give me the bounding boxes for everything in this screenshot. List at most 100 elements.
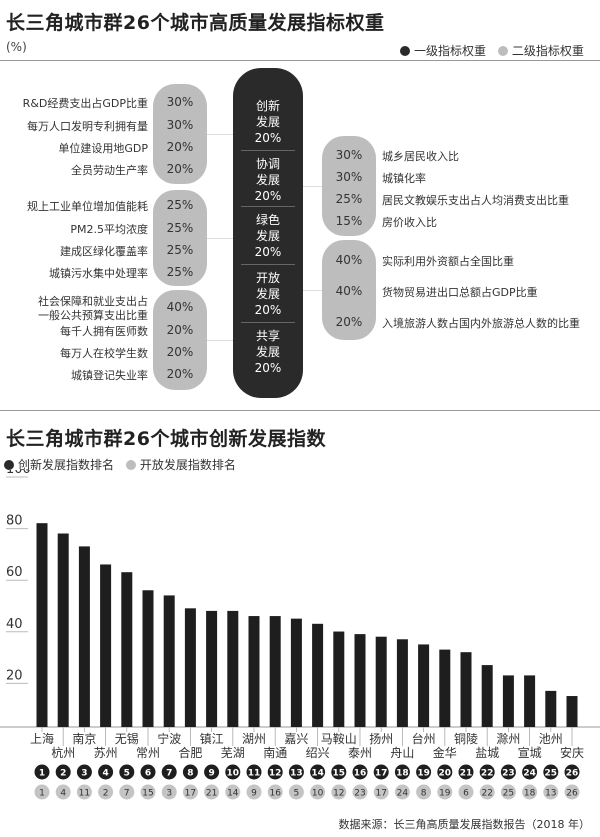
open-rank-value: 2: [103, 789, 109, 799]
bar-杭州: [57, 533, 69, 727]
open-rank-value: 4: [60, 789, 66, 799]
open-rank-marker: [204, 784, 220, 800]
legend-secondary-label: 二级指标权重: [511, 44, 584, 58]
innovation-rank-marker: [246, 764, 262, 780]
primary-green: 绿色 发展 20%: [233, 212, 303, 260]
x-tick-label: 芜湖: [221, 745, 245, 760]
innovation-rank-marker: [98, 764, 114, 780]
innovation-rank-marker: [543, 764, 559, 780]
bar-常州: [142, 590, 154, 727]
open-rank-marker: [34, 784, 50, 800]
innovation-rank-value: 20: [439, 769, 452, 779]
primary-line: 发展: [255, 229, 280, 243]
innovation-rank-value: 24: [523, 769, 536, 779]
open-rank-value: 22: [481, 789, 492, 799]
open-rank-marker: [373, 784, 389, 800]
primary-divider: [241, 206, 295, 207]
innovation-rank-marker: [310, 764, 326, 780]
innovation-rank-value: 12: [269, 769, 282, 779]
legend-open-rank-label: 开放发展指数排名: [139, 458, 236, 472]
indicator-label: 建成区绿化覆盖率: [60, 245, 148, 258]
innovation-rank-marker: [182, 764, 198, 780]
open-rank-value: 1: [39, 789, 45, 799]
indicator-weight: 30%: [166, 118, 194, 132]
indicator-label: 每万人在校学生数: [60, 347, 148, 360]
x-tick-label: 苏州: [94, 746, 118, 760]
primary-line: 协调: [255, 157, 280, 171]
indicator-label-line2: 一般公共预算支出比重: [38, 309, 148, 322]
innovation-rank-value: 14: [311, 769, 324, 779]
innovation-rank-value: 16: [354, 769, 367, 779]
indicator-label: 单位建设用地GDP: [58, 142, 148, 155]
x-tick-label: 宣城: [518, 745, 542, 760]
indicator-weight: 25%: [166, 243, 194, 257]
indicator-weight: 25%: [166, 198, 194, 212]
indicator-label: 每万人口发明专利拥有量: [27, 120, 148, 133]
x-tick-label: 绍兴: [306, 746, 330, 760]
innovation-rank-marker: [225, 764, 241, 780]
pill-open-indicators: [322, 240, 376, 340]
primary-line: 创新: [255, 99, 280, 113]
x-tick-label: 金华: [433, 745, 457, 760]
bar-金华: [439, 649, 451, 727]
x-tick-label: 合肥: [178, 745, 202, 760]
open-rank-value: 13: [545, 789, 556, 799]
innovation-rank-value: 2: [60, 769, 66, 779]
primary-line: 绿色: [255, 213, 280, 227]
primary-divider: [241, 150, 295, 151]
y-tick-label: 40: [6, 617, 23, 632]
bar-安庆: [566, 696, 578, 727]
indicator-weight: 15%: [335, 214, 363, 228]
primary-line: 发展: [255, 115, 280, 129]
indicator-weight: 25%: [166, 265, 194, 279]
bar-宁波: [163, 595, 175, 727]
innovation-rank-value: 4: [102, 769, 108, 779]
legend-dot-secondary: [497, 46, 508, 56]
x-tick-label: 马鞍山: [321, 731, 357, 746]
primary-shared: 共享 发展 20%: [233, 328, 303, 376]
bar-镇江: [206, 610, 218, 727]
primary-divider: [241, 322, 295, 323]
innovation-rank-marker: [34, 764, 50, 780]
innovation-rank-marker: [288, 764, 304, 780]
x-tick-label: 南通: [263, 745, 287, 760]
x-tick-label: 南京: [72, 731, 96, 746]
indicator-weight: 30%: [335, 148, 363, 162]
primary-weight: 20%: [254, 245, 282, 259]
connector-line: [207, 340, 233, 341]
indicator-weight: 25%: [335, 192, 363, 206]
legend-primary-label: 一级指标权重: [414, 44, 487, 58]
open-rank-marker: [76, 784, 92, 800]
open-rank-value: 25: [503, 789, 514, 799]
open-rank-value: 11: [79, 789, 90, 799]
indicator-label: PM2.5平均浓度: [70, 223, 148, 236]
bar-马鞍山: [333, 631, 345, 727]
connector-line: [303, 290, 322, 291]
indicator-weight: 20%: [166, 367, 194, 381]
x-tick-label: 台州: [412, 731, 436, 746]
open-rank-value: 6: [463, 789, 469, 799]
open-rank-value: 21: [206, 789, 217, 799]
x-tick-label: 上海: [30, 731, 54, 746]
weights-legend: 一级指标权重 二级指标权重: [392, 42, 584, 59]
indicator-weight: 20%: [166, 345, 194, 359]
bar-上海: [36, 523, 48, 727]
primary-line: 发展: [255, 287, 280, 301]
section-divider: [0, 410, 600, 411]
bar-泰州: [354, 634, 366, 727]
unit-label: (%): [6, 40, 27, 54]
open-rank-marker: [119, 784, 135, 800]
pill-shared-indicators: [153, 290, 207, 390]
open-rank-marker: [182, 784, 198, 800]
indicator-label: 实际利用外资额占全国比重: [382, 255, 514, 268]
x-tick-label: 铜陵: [454, 731, 478, 746]
primary-coordination: 协调 发展 20%: [233, 156, 303, 204]
x-tick-label: 无锡: [115, 731, 139, 746]
open-rank-value: 17: [185, 789, 196, 799]
primary-indicators-column: [233, 68, 303, 398]
indicator-weight: 40%: [335, 253, 363, 267]
innovation-rank-marker: [55, 764, 71, 780]
x-tick-label: 湖州: [242, 731, 266, 746]
legend-dot-open-rank: [125, 460, 136, 470]
indicator-weight: 40%: [166, 300, 194, 314]
